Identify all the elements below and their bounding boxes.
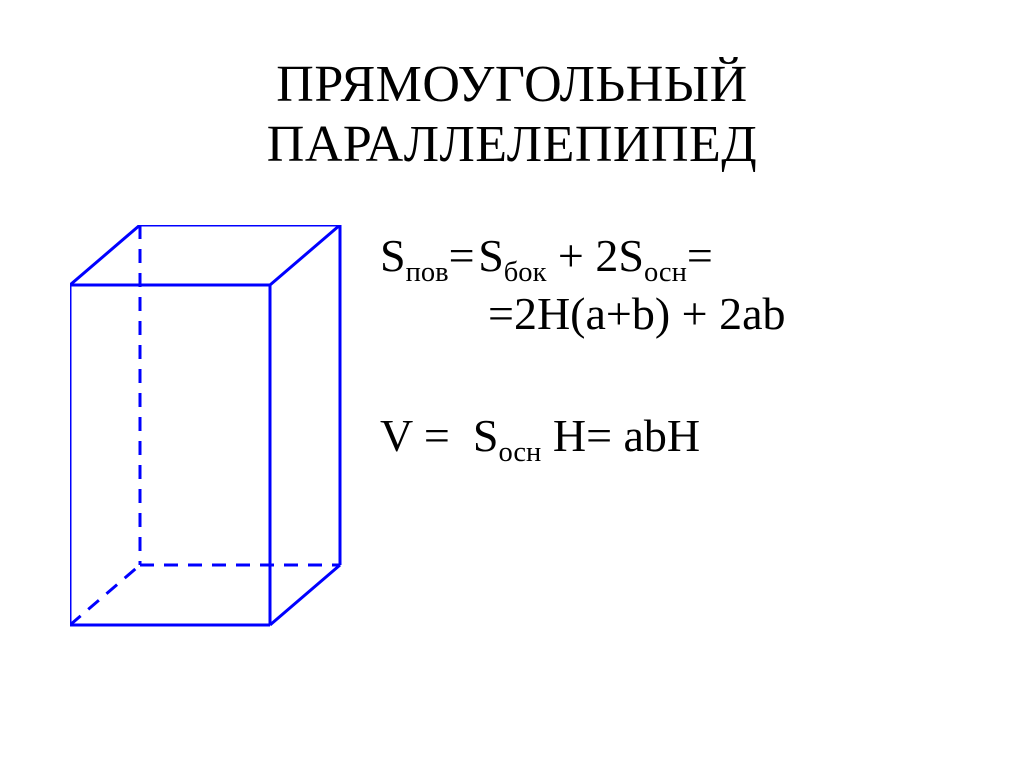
page: ПРЯМОУГОЛЬНЫЙ ПАРАЛЛЕЛЕПИПЕД Sпов=Sбок +… — [0, 0, 1024, 767]
equals-sign: = — [586, 410, 612, 461]
cuboid-diagram — [70, 225, 350, 660]
equals-sign: = — [424, 410, 450, 461]
subscript-osn: осн — [498, 437, 541, 468]
volume-formula: V = Sосн H= abH — [380, 405, 786, 467]
page-title: ПРЯМОУГОЛЬНЫЙ ПАРАЛЛЕЛЕПИПЕД — [0, 55, 1024, 175]
number-two: 2 — [595, 230, 618, 281]
term-abH: abH — [624, 410, 701, 461]
expansion-text: =2H(a+b) + 2ab — [488, 288, 786, 339]
symbol-V: V — [380, 410, 412, 461]
title-line-2: ПАРАЛЛЕЛЕПИПЕД — [267, 116, 757, 173]
equals-sign: = — [449, 230, 475, 281]
symbol-S: S — [473, 410, 499, 461]
equals-sign: = — [687, 230, 713, 281]
surface-area-formula-line2: =2H(a+b) + 2ab — [380, 283, 786, 345]
symbol-S: S — [380, 230, 406, 281]
surface-area-formula-line1: Sпов=Sбок + 2Sосн= — [380, 225, 786, 287]
symbol-S: S — [618, 230, 644, 281]
plus-sign: + — [558, 230, 584, 281]
subscript-pov: пов — [406, 257, 449, 288]
symbol-H: H — [553, 410, 586, 461]
symbol-S: S — [478, 230, 504, 281]
formulas-block: Sпов=Sбок + 2Sосн= =2H(a+b) + 2ab V = Sо… — [380, 225, 786, 467]
cuboid-svg — [70, 225, 350, 655]
title-line-1: ПРЯМОУГОЛЬНЫЙ — [276, 56, 747, 113]
